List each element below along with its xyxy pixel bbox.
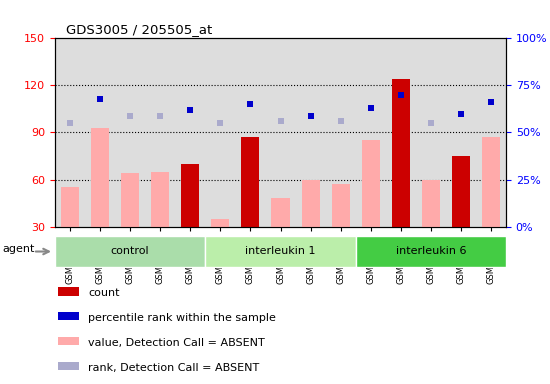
Text: GDS3005 / 205505_at: GDS3005 / 205505_at (66, 23, 212, 36)
Bar (121, 173, 139, 227)
Bar (58, 287, 79, 296)
Bar (272, 199, 289, 227)
Bar (422, 180, 440, 227)
Bar (55, 236, 205, 267)
Point (426, 120, 435, 126)
Bar (211, 219, 229, 227)
Bar (482, 137, 500, 227)
Text: rank, Detection Call = ABSENT: rank, Detection Call = ABSENT (88, 362, 259, 373)
Bar (58, 362, 79, 371)
Bar (58, 337, 79, 346)
Text: interleukin 6: interleukin 6 (395, 246, 466, 256)
Point (276, 118, 285, 124)
Text: interleukin 1: interleukin 1 (245, 246, 316, 256)
Point (306, 113, 315, 119)
Point (216, 120, 225, 126)
Bar (205, 236, 356, 267)
Text: agent: agent (3, 244, 35, 254)
Point (487, 99, 496, 106)
Bar (91, 128, 109, 227)
Point (186, 107, 195, 113)
Bar (182, 164, 199, 227)
Point (156, 113, 164, 119)
Bar (452, 156, 470, 227)
Bar (61, 187, 79, 227)
Bar (392, 79, 410, 227)
Text: count: count (88, 288, 119, 298)
Point (397, 92, 405, 98)
Bar (362, 140, 380, 227)
Text: percentile rank within the sample: percentile rank within the sample (88, 313, 276, 323)
Point (456, 111, 465, 117)
Text: value, Detection Call = ABSENT: value, Detection Call = ABSENT (88, 338, 265, 348)
Bar (151, 172, 169, 227)
Point (336, 118, 345, 124)
Text: control: control (111, 246, 150, 256)
Point (96, 96, 104, 102)
Point (65, 120, 74, 126)
Bar (241, 137, 260, 227)
Bar (301, 180, 320, 227)
Bar (58, 312, 79, 321)
Point (126, 113, 135, 119)
Point (366, 105, 375, 111)
Point (246, 101, 255, 107)
Bar (356, 236, 506, 267)
Bar (332, 184, 350, 227)
